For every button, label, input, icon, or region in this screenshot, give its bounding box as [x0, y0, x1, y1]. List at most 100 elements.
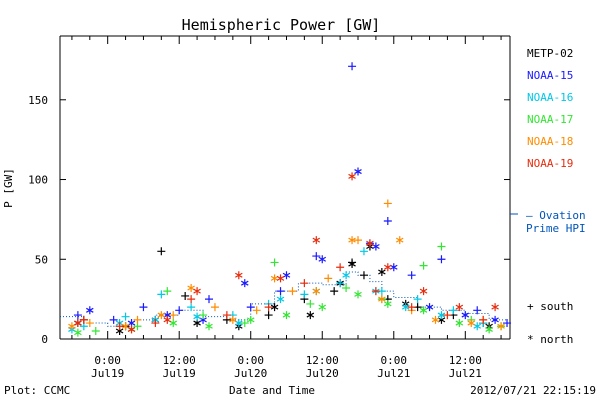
point-noaa-17-south: [270, 258, 279, 267]
point-noaa-15-south: [109, 315, 118, 324]
point-noaa-15-north: [425, 303, 434, 312]
point-noaa-19-south: [443, 311, 452, 320]
point-noaa-15-south: [276, 287, 285, 296]
footer-timestamp: 2012/07/21 22:15:19: [470, 384, 596, 397]
point-noaa-15-south: [348, 62, 357, 71]
point-noaa-19-south: [264, 303, 273, 312]
point-noaa-15-south: [383, 216, 392, 225]
point-noaa-18-north: [395, 236, 404, 245]
legend: METP-02 NOAA-15 NOAA-16 NOAA-17 NOAA-18 …: [510, 47, 586, 346]
point-noaa-19-north: [384, 263, 392, 272]
point-noaa-16-south: [157, 290, 166, 299]
point-noaa-15-south: [407, 271, 416, 280]
legend-ovation-line2: Prime HPI: [526, 222, 586, 235]
point-noaa-16-south: [413, 295, 422, 304]
point-noaa-18-north: [121, 322, 130, 331]
point-noaa-15-north: [240, 279, 249, 288]
point-noaa-15-south: [205, 295, 214, 304]
point-noaa-15-south: [73, 311, 82, 320]
point-noaa-18-south: [85, 319, 94, 328]
point-noaa-15-south: [503, 319, 512, 328]
point-noaa-17-south: [419, 261, 428, 270]
x-tick-date-label: Jul21: [449, 367, 482, 380]
point-noaa-16-south: [300, 290, 309, 299]
x-tick-time-label: 12:00: [449, 354, 482, 367]
legend-north-marker: * north: [527, 333, 573, 346]
point-noaa-15-south: [312, 252, 321, 261]
point-noaa-18-north: [68, 322, 76, 331]
point-noaa-16-north: [473, 322, 481, 331]
point-noaa-17-north: [169, 319, 178, 328]
point-metp-02-north: [270, 303, 279, 312]
point-noaa-19-south: [336, 263, 345, 272]
point-noaa-18-north: [467, 319, 476, 328]
x-tick-time-label: 12:00: [306, 354, 339, 367]
point-noaa-19-north: [127, 325, 136, 334]
point-noaa-19-south: [371, 287, 380, 296]
point-noaa-16-south: [359, 247, 368, 256]
point-noaa-17-south: [240, 319, 249, 328]
y-tick-label: 0: [41, 333, 48, 346]
point-metp-02-south: [264, 311, 273, 320]
point-noaa-19-south: [115, 322, 124, 331]
point-noaa-16-south: [121, 312, 130, 321]
point-noaa-18-south: [210, 303, 219, 312]
x-tick-date-label: Jul20: [306, 367, 339, 380]
y-axis-label: P [GW]: [2, 168, 15, 208]
point-noaa-18-north: [312, 287, 321, 296]
point-metp-02-south: [181, 291, 190, 300]
y-tick-label: 150: [28, 94, 48, 107]
point-noaa-16-south: [187, 303, 196, 312]
point-noaa-17-north: [282, 311, 291, 320]
data-points: [68, 62, 512, 337]
legend-south-marker: + south: [527, 300, 573, 313]
legend-item-noaa-18: NOAA-18: [527, 135, 573, 148]
point-noaa-19-north: [348, 172, 356, 181]
x-tick-time-label: 0:00: [381, 354, 408, 367]
point-noaa-19-north: [366, 239, 374, 248]
point-noaa-19-north: [455, 303, 464, 312]
footer-plot-credit: Plot: CCMC: [4, 384, 70, 397]
point-noaa-15-north: [491, 315, 499, 324]
legend-ovation-line1: — Ovation: [526, 209, 586, 222]
point-noaa-17-south: [163, 287, 172, 296]
point-noaa-17-south: [91, 327, 100, 336]
point-noaa-18-north: [157, 311, 166, 320]
point-noaa-17-north: [485, 325, 493, 334]
point-noaa-16-north: [235, 319, 243, 328]
point-noaa-16-north: [401, 303, 410, 312]
point-noaa-18-north: [187, 283, 195, 292]
point-metp-02-north: [378, 268, 386, 277]
point-noaa-16-north: [342, 271, 350, 280]
x-tick-date-label: Jul19: [163, 367, 196, 380]
x-tick-time-label: 0:00: [237, 354, 264, 367]
point-noaa-15-north: [282, 271, 291, 280]
y-tick-label: 100: [28, 174, 48, 187]
point-noaa-17-north: [205, 322, 213, 331]
point-noaa-19-south: [151, 319, 160, 328]
point-noaa-17-south: [437, 242, 446, 251]
point-noaa-17-north: [384, 299, 392, 308]
point-noaa-19-south: [187, 295, 196, 304]
point-metp-02-north: [306, 311, 315, 320]
y-axis-ticks: 0 50 100 150: [28, 94, 510, 346]
point-noaa-15-north: [461, 311, 470, 320]
point-noaa-18-north: [378, 295, 386, 304]
point-noaa-19-south: [79, 315, 88, 324]
point-noaa-19-north: [276, 274, 285, 283]
point-metp-02-south: [330, 287, 339, 296]
y-tick-label: 50: [35, 253, 48, 266]
point-noaa-19-north: [163, 315, 172, 324]
point-noaa-16-north: [193, 312, 201, 321]
point-noaa-16-north: [276, 295, 285, 304]
point-noaa-15-north: [318, 255, 327, 264]
point-metp-02-south: [359, 271, 368, 280]
point-noaa-15-south: [437, 255, 446, 264]
x-axis-ticks: 0:00Jul1912:00Jul190:00Jul2012:00Jul200:…: [71, 36, 502, 380]
point-noaa-19-south: [222, 311, 231, 320]
point-noaa-16-north: [437, 311, 446, 320]
x-tick-time-label: 0:00: [94, 354, 121, 367]
point-noaa-15-north: [372, 242, 380, 251]
point-noaa-18-north: [431, 315, 440, 324]
